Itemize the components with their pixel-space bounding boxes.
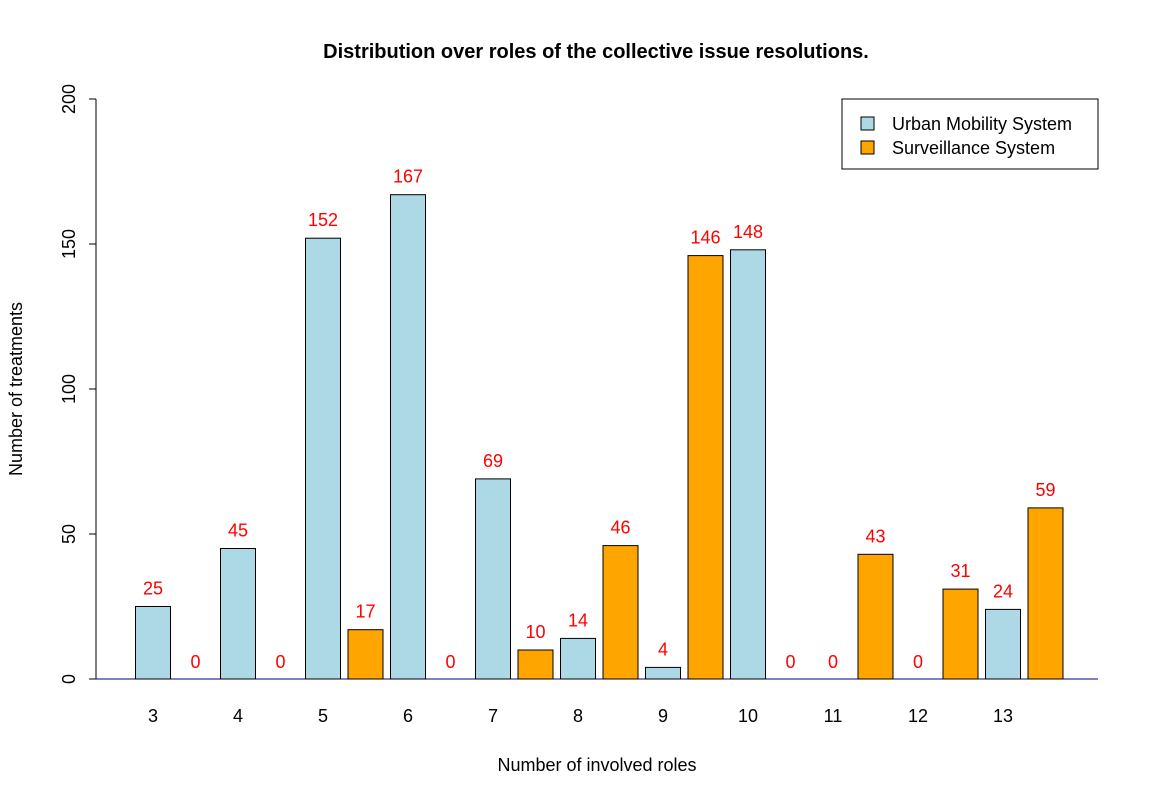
x-tick-label: 10 [738, 706, 758, 726]
bar-urban-mobility [985, 608, 1021, 680]
x-tick-label: 5 [318, 706, 328, 726]
y-tick-label: 50 [59, 524, 79, 544]
data-label: 25 [143, 579, 163, 599]
data-label: 0 [275, 652, 285, 672]
bar-urban-mobility [220, 548, 256, 680]
y-axis: 0 50 100 150 200 [59, 84, 97, 684]
bar-urban-mobility [645, 666, 681, 680]
y-tick-label: 200 [59, 84, 79, 114]
data-label: 0 [828, 652, 838, 672]
legend-entry: Urban Mobility System [892, 114, 1072, 134]
data-label: 59 [1035, 480, 1055, 500]
bar-urban-mobility [390, 194, 426, 680]
bar-surveillance [347, 629, 384, 680]
bar-surveillance [602, 545, 639, 680]
bar-surveillance [1027, 507, 1064, 680]
data-label: 69 [483, 451, 503, 471]
bar-surveillance [517, 649, 554, 680]
data-label: 14 [568, 610, 588, 630]
data-label: 148 [733, 222, 763, 242]
data-label: 152 [308, 210, 338, 230]
data-label: 4 [658, 639, 668, 659]
bar-urban-mobility [560, 637, 596, 680]
x-tick-label: 7 [488, 706, 498, 726]
bar-urban-mobility [475, 478, 511, 680]
x-tick-label: 13 [993, 706, 1013, 726]
data-label: 10 [525, 622, 545, 642]
chart-title: Distribution over roles of the collectiv… [323, 41, 869, 63]
x-tick-label: 4 [233, 706, 243, 726]
legend-swatch [860, 140, 875, 155]
data-label: 43 [865, 526, 885, 546]
legend-swatch [860, 116, 875, 131]
y-axis-label: Number of treatments [6, 302, 26, 476]
x-tick-label: 9 [658, 706, 668, 726]
y-tick-label: 0 [59, 674, 79, 684]
data-label: 24 [993, 581, 1013, 601]
data-label: 0 [445, 652, 455, 672]
data-label: 167 [393, 167, 423, 187]
bar-surveillance [687, 255, 724, 680]
legend-entry: Surveillance System [892, 138, 1055, 158]
data-label: 146 [690, 228, 720, 248]
bar-surveillance [942, 588, 979, 680]
y-tick-label: 150 [59, 229, 79, 259]
data-label: 0 [190, 652, 200, 672]
x-tick-label: 8 [573, 706, 583, 726]
x-tick-label: 6 [403, 706, 413, 726]
x-tick-label: 12 [908, 706, 928, 726]
y-tick-label: 100 [59, 374, 79, 404]
data-label: 31 [950, 561, 970, 581]
data-label: 46 [610, 518, 630, 538]
legend: Urban Mobility System Surveillance System [841, 98, 1099, 170]
x-tick-labels: 3 4 5 6 7 8 9 10 11 12 13 [148, 706, 1013, 726]
data-label: 45 [228, 521, 248, 541]
bar-urban-mobility [305, 237, 341, 680]
bars-group: 25 0 45 0 152 17 167 0 69 10 14 46 4 146 148 0 0 43 0 31 24 5… [135, 167, 1064, 680]
x-axis-label: Number of involved roles [497, 755, 696, 775]
x-tick-label: 3 [148, 706, 158, 726]
bar-surveillance [857, 553, 894, 680]
x-tick-label: 11 [824, 706, 843, 726]
data-label: 17 [355, 602, 375, 622]
legend-box [841, 98, 1099, 170]
data-label: 0 [913, 652, 923, 672]
bar-urban-mobility [135, 606, 171, 680]
bar-urban-mobility [730, 249, 766, 680]
data-label: 0 [785, 652, 795, 672]
